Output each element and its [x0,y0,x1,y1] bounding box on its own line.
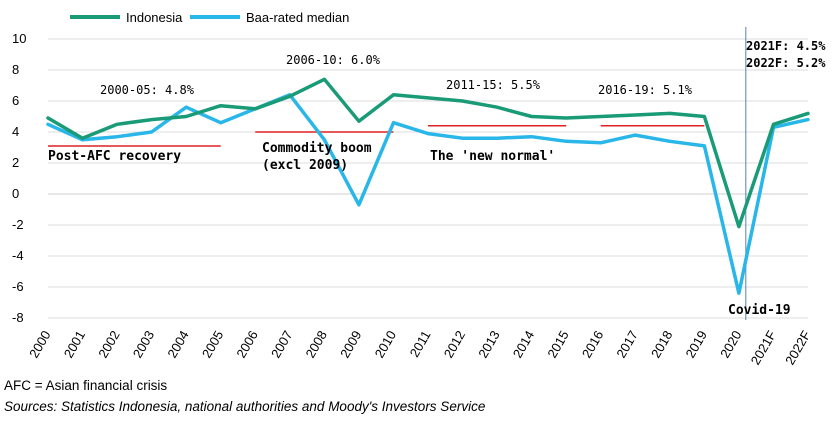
event-label: Covid-19 [728,303,791,318]
x-tick-label: 2007 [268,328,295,361]
x-tick-label: 2011 [407,328,434,360]
forecast-value-label: 2021F: 4.5% [746,39,826,53]
data-series [46,77,810,295]
y-tick-label: 8 [12,62,19,77]
x-tick-label: 2021F [748,328,779,367]
y-tick-label: -4 [12,248,24,263]
period-average-label: 2006-10: 6.0% [286,53,381,67]
forecast-value-label: 2022F: 5.2% [746,56,826,70]
x-tick-label: 2008 [303,328,330,361]
line-chart: 10 8 6 4 2 0 -2 -4 -6 -8 2000 2001 2002 2003 2004 2005… [12,10,826,367]
period-average-label: 2011-15: 5.5% [446,78,541,92]
footnote-sources: Sources: Statistics Indonesia, national … [4,399,486,414]
x-tick-label: 2004 [164,328,191,361]
period-name-label: Commodity boom [262,141,372,156]
y-tick-label: 4 [12,124,19,139]
x-tick-label: 2003 [130,328,157,361]
legend-label: Indonesia [126,10,183,25]
y-tick-label: -8 [12,310,24,325]
footnote-abbreviation: AFC = Asian financial crisis [4,378,168,393]
period-name-label: (excl 2009) [262,158,348,173]
y-tick-label: 6 [12,93,19,108]
x-tick-label: 2001 [61,328,88,361]
x-tick-label: 2005 [199,328,226,361]
gridlines [48,38,808,319]
x-tick-label: 2017 [613,328,640,361]
period-average-label: 2000-05: 4.8% [100,83,195,97]
x-tick-label: 2022F [782,328,813,367]
period-name-label: The 'new normal' [430,149,555,164]
x-tick-label: 2013 [475,328,502,361]
x-tick-label: 2000 [26,328,53,361]
x-tick-label: 2015 [544,328,571,361]
x-tick-label: 2019 [683,328,710,361]
x-axis-ticks: 2000 2001 2002 2003 2004 2005 2006 2007 2008 2009… [26,328,813,367]
y-tick-label: 0 [12,186,19,201]
x-tick-label: 2009 [337,328,364,361]
y-tick-label: -6 [12,279,24,294]
y-tick-label: -2 [12,217,24,232]
x-tick-label: 2002 [95,328,122,361]
x-tick-label: 2012 [441,328,468,361]
x-tick-label: 2016 [579,328,606,361]
period-annotations: 2000-05: 4.8% 2006-10: 6.0% 2011-15: 5.5% 2… [48,39,826,318]
y-tick-label: 10 [12,31,26,46]
x-tick-label: 2018 [648,328,675,361]
period-average-lines [48,125,705,147]
period-name-label: Post-AFC recovery [48,149,181,164]
legend: Indonesia Baa-rated median [70,10,349,25]
x-tick-label: 2014 [510,328,537,361]
x-tick-label: 2010 [372,328,399,361]
series-line [46,93,810,295]
y-axis-ticks: 10 8 6 4 2 0 -2 -4 -6 -8 [12,31,26,325]
legend-label: Baa-rated median [246,10,349,25]
period-average-label: 2016-19: 5.1% [598,83,693,97]
y-tick-label: 2 [12,155,19,170]
series-line [46,77,810,229]
x-tick-label: 2006 [233,328,260,361]
x-tick-label: 2020 [717,328,744,361]
